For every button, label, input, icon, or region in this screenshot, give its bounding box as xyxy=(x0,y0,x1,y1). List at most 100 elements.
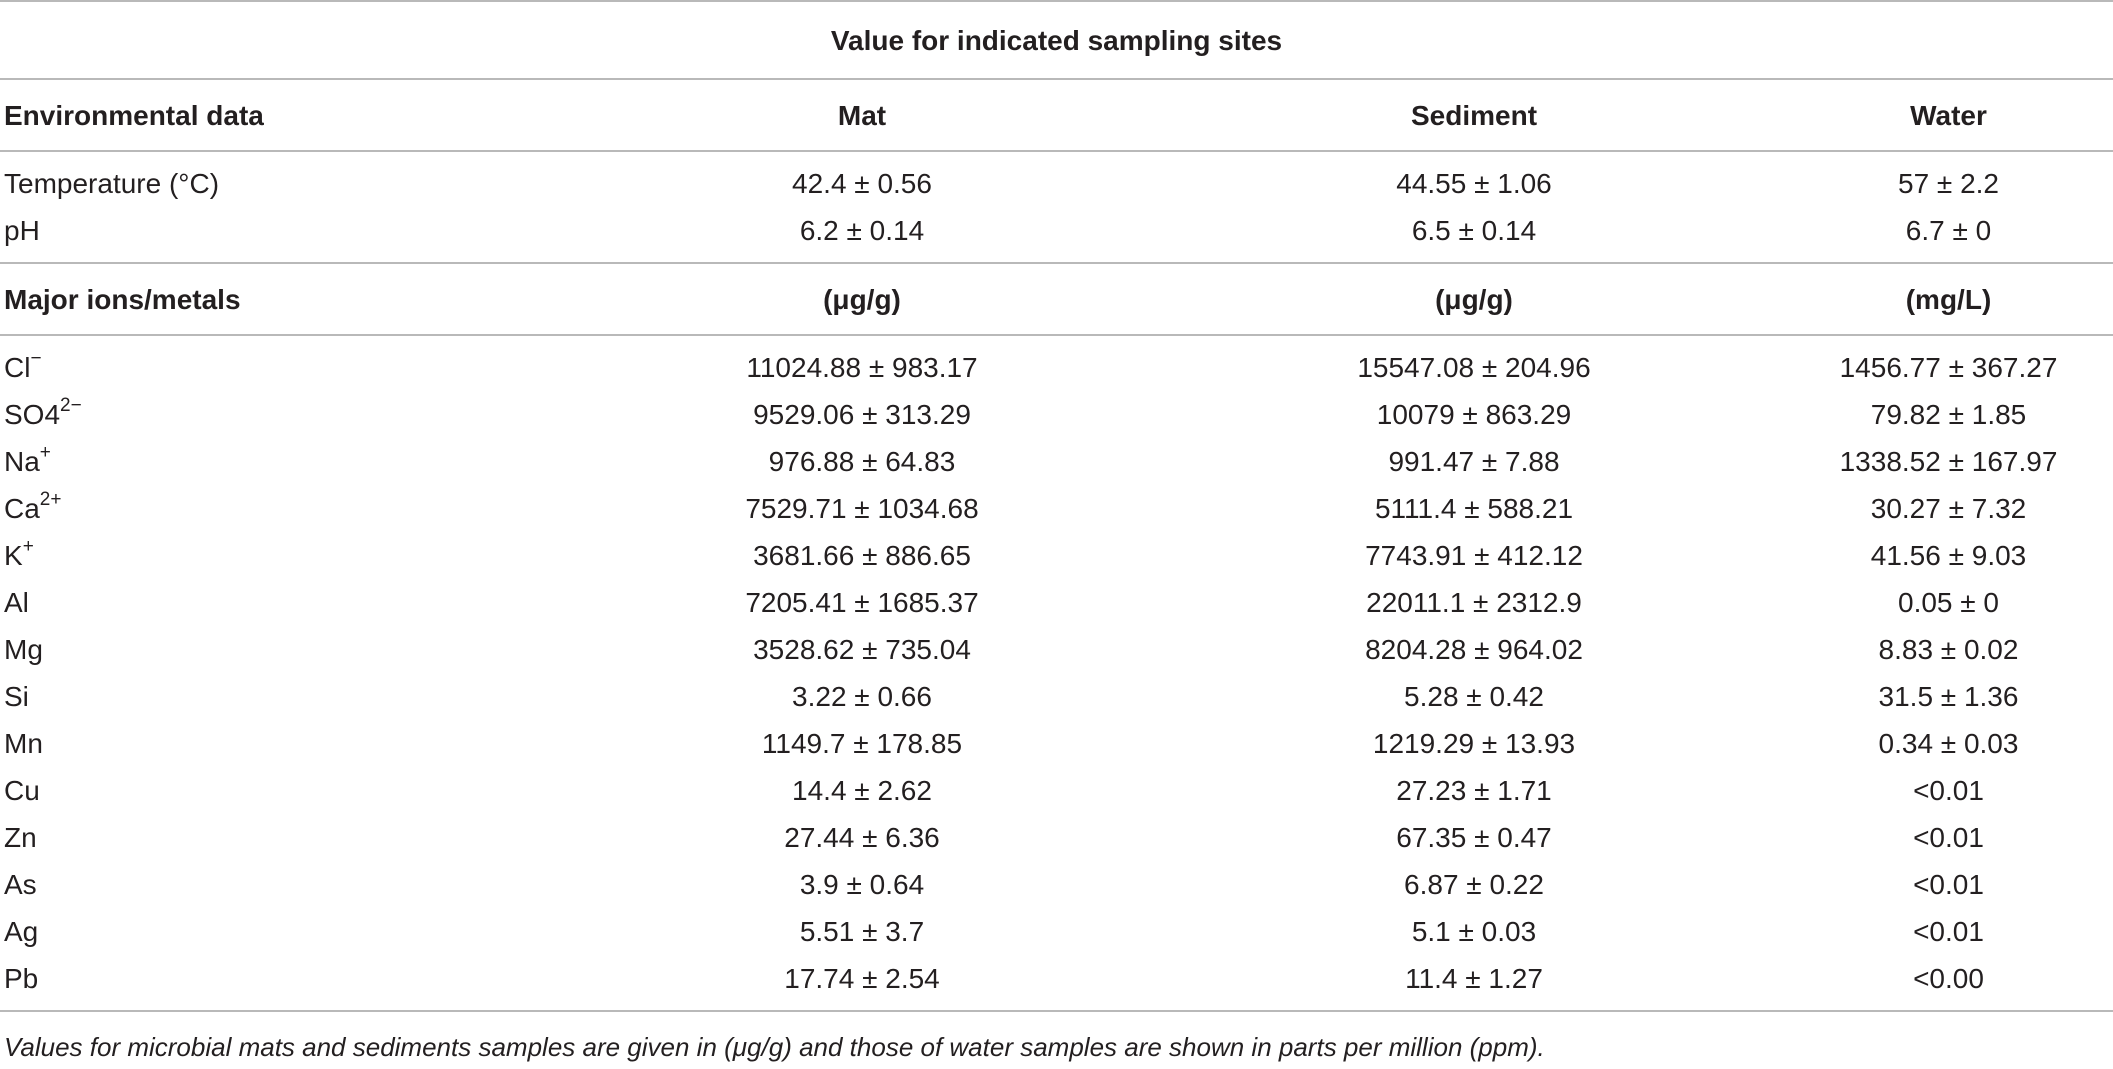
cell-mat: 14.4 ± 2.62 xyxy=(792,775,932,806)
cell-sediment: 44.55 ± 1.06 xyxy=(1396,168,1552,199)
cell-mat: 27.44 ± 6.36 xyxy=(784,822,940,853)
row-label-charge: − xyxy=(30,347,42,369)
env-header-label: Environmental data xyxy=(0,79,560,152)
table-title-row: Value for indicated sampling sites xyxy=(0,0,2113,80)
env-header-mat: Mat xyxy=(560,79,1164,152)
ion-header-water-unit: (mg/L) xyxy=(1784,263,2113,336)
row-label-charge: + xyxy=(22,535,34,557)
cell-mat: 3.9 ± 0.64 xyxy=(799,869,925,900)
cell-water: 57 ± 2.2 xyxy=(1898,168,1999,199)
table-row: Si 3.22 ± 0.66 5.28 ± 0.42 31.5 ± 1.36 xyxy=(0,673,2113,720)
row-label-text: Pb xyxy=(4,963,39,994)
row-label-text: Cu xyxy=(4,775,40,806)
cell-sediment: 11.4 ± 1.27 xyxy=(1164,955,1784,1012)
cell-sediment: 1219.29 ± 13.93 xyxy=(1372,728,1576,759)
row-label-text: Zn xyxy=(4,822,37,853)
cell-mat: 6.2 ± 0.14 xyxy=(560,207,1164,264)
cell-water: <0.01 xyxy=(1913,822,1984,853)
row-label-text: Mn xyxy=(4,728,43,759)
cell-water: 30.27 ± 7.32 xyxy=(1870,493,2027,524)
cell-water: <0.01 xyxy=(1913,869,1984,900)
cell-water: <0.01 xyxy=(1913,916,1984,947)
row-label: As xyxy=(0,861,560,908)
table-row: Mg 3528.62 ± 735.04 8204.28 ± 964.02 8.83 ±… xyxy=(0,626,2113,673)
cell-mat: 976.88 ± 64.83 xyxy=(768,446,956,477)
row-label: Zn xyxy=(0,814,560,861)
cell-sediment: 5111.4 ± 588.21 xyxy=(1374,493,1574,524)
cell-sediment: 22011.1 ± 2312.9 xyxy=(1366,587,1582,618)
cell-mat: 3681.66 ± 886.65 xyxy=(753,540,971,571)
table-row: As 3.9 ± 0.64 6.87 ± 0.22 <0.01 xyxy=(0,861,2113,908)
cell-sediment: 991.47 ± 7.88 xyxy=(1388,446,1560,477)
cell-mat: 7529.71 ± 1034.68 xyxy=(745,493,979,524)
table-row: Pb 17.74 ± 2.54 11.4 ± 1.27 <0.00 xyxy=(0,955,2113,1012)
row-label-text: Ag xyxy=(4,916,39,947)
row-label-charge: 2− xyxy=(60,394,82,416)
cell-sediment: 8204.28 ± 964.02 xyxy=(1365,634,1583,665)
table-row: Mn 1149.7 ± 178.85 1219.29 ± 13.93 0.34 ± 0… xyxy=(0,720,2113,767)
row-label-charge: 2+ xyxy=(39,488,62,510)
cell-mat: 9529.06 ± 313.29 xyxy=(753,399,971,430)
cell-mat: 42.4 ± 0.56 xyxy=(792,168,932,199)
cell-water: 1338.52 ± 167.97 xyxy=(1839,446,2058,477)
cell-water: 41.56 ± 9.03 xyxy=(1870,540,2027,571)
row-label: K+ xyxy=(0,532,560,579)
table-footnote: Values for microbial mats and sediments … xyxy=(4,1032,1545,1062)
cell-sediment: 6.87 ± 0.22 xyxy=(1404,869,1544,900)
row-label: Pb xyxy=(0,955,560,1012)
cell-sediment: 7743.91 ± 412.12 xyxy=(1365,540,1583,571)
env-header-row: Environmental data Mat Sediment Water xyxy=(0,79,2113,152)
table-row: K+ 3681.66 ± 886.65 7743.91 ± 412.12 41.56 … xyxy=(0,532,2113,579)
cell-mat: 11024.88 ± 983.17 xyxy=(746,352,978,383)
row-label: Al xyxy=(0,579,560,626)
table-row: Na+ 976.88 ± 64.83 991.47 ± 7.88 1338.52 ± … xyxy=(0,438,2113,485)
row-label: Cu xyxy=(0,767,560,814)
cell-sediment: 6.5 ± 0.14 xyxy=(1164,207,1784,264)
cell-water: 6.7 ± 0 xyxy=(1784,207,2113,264)
row-label-text: Cl xyxy=(4,352,31,383)
environmental-data-table: Value for indicated sampling sites Envir… xyxy=(0,0,2113,1012)
ion-header-sediment-unit: (μg/g) xyxy=(1164,263,1784,336)
row-label-text: Temperature (°C) xyxy=(4,168,220,199)
cell-water: <0.01 xyxy=(1913,775,1984,806)
row-label-text: K xyxy=(4,540,23,571)
table-row: SO42− 9529.06 ± 313.29 10079 ± 863.29 79.82… xyxy=(0,391,2113,438)
row-label-text: Na xyxy=(4,446,40,477)
cell-water: 1456.77 ± 367.27 xyxy=(1839,352,2058,383)
cell-water: 79.82 ± 1.85 xyxy=(1870,399,2027,430)
cell-mat: 7205.41 ± 1685.37 xyxy=(745,587,979,618)
ion-header-mat-unit: (μg/g) xyxy=(560,263,1164,336)
row-label-text: pH xyxy=(4,215,40,246)
row-label: Si xyxy=(0,673,560,720)
cell-sediment: 27.23 ± 1.71 xyxy=(1396,775,1552,806)
cell-sediment: 5.1 ± 0.03 xyxy=(1411,916,1537,947)
row-label: SO42− xyxy=(0,391,560,438)
cell-mat: 3528.62 ± 735.04 xyxy=(753,634,971,665)
row-label: Na+ xyxy=(0,438,560,485)
table-row: Ag 5.51 ± 3.7 5.1 ± 0.03 <0.01 xyxy=(0,908,2113,955)
row-label: Temperature (°C) xyxy=(0,151,560,207)
row-label-text: SO4 xyxy=(4,399,61,430)
cell-sediment: 15547.08 ± 204.96 xyxy=(1357,352,1591,383)
cell-water: 31.5 ± 1.36 xyxy=(1878,681,2019,712)
row-label-text: Si xyxy=(4,681,29,712)
cell-mat: 17.74 ± 2.54 xyxy=(560,955,1164,1012)
table-row: Cu 14.4 ± 2.62 27.23 ± 1.71 <0.01 xyxy=(0,767,2113,814)
cell-sediment: 10079 ± 863.29 xyxy=(1376,399,1572,430)
cell-sediment: 67.35 ± 0.47 xyxy=(1396,822,1552,853)
row-label: pH xyxy=(0,207,560,264)
cell-water: 0.34 ± 0.03 xyxy=(1878,728,2019,759)
row-label: Mg xyxy=(0,626,560,673)
cell-water: 8.83 ± 0.02 xyxy=(1878,634,2019,665)
ion-header-label: Major ions/metals xyxy=(0,263,560,336)
row-label: Ca2+ xyxy=(0,485,560,532)
row-label-charge: + xyxy=(39,441,51,463)
row-label-text: As xyxy=(4,869,37,900)
cell-water: <0.00 xyxy=(1784,955,2113,1012)
data-table-container: Value for indicated sampling sites Envir… xyxy=(0,0,2113,1012)
env-rows: Temperature (°C) 42.4 ± 0.56 44.55 ± 1.06 5… xyxy=(0,151,2113,264)
cell-mat: 1149.7 ± 178.85 xyxy=(761,728,963,759)
cell-mat: 3.22 ± 0.66 xyxy=(792,681,932,712)
table-row: Zn 27.44 ± 6.36 67.35 ± 0.47 <0.01 xyxy=(0,814,2113,861)
row-label: Mn xyxy=(0,720,560,767)
